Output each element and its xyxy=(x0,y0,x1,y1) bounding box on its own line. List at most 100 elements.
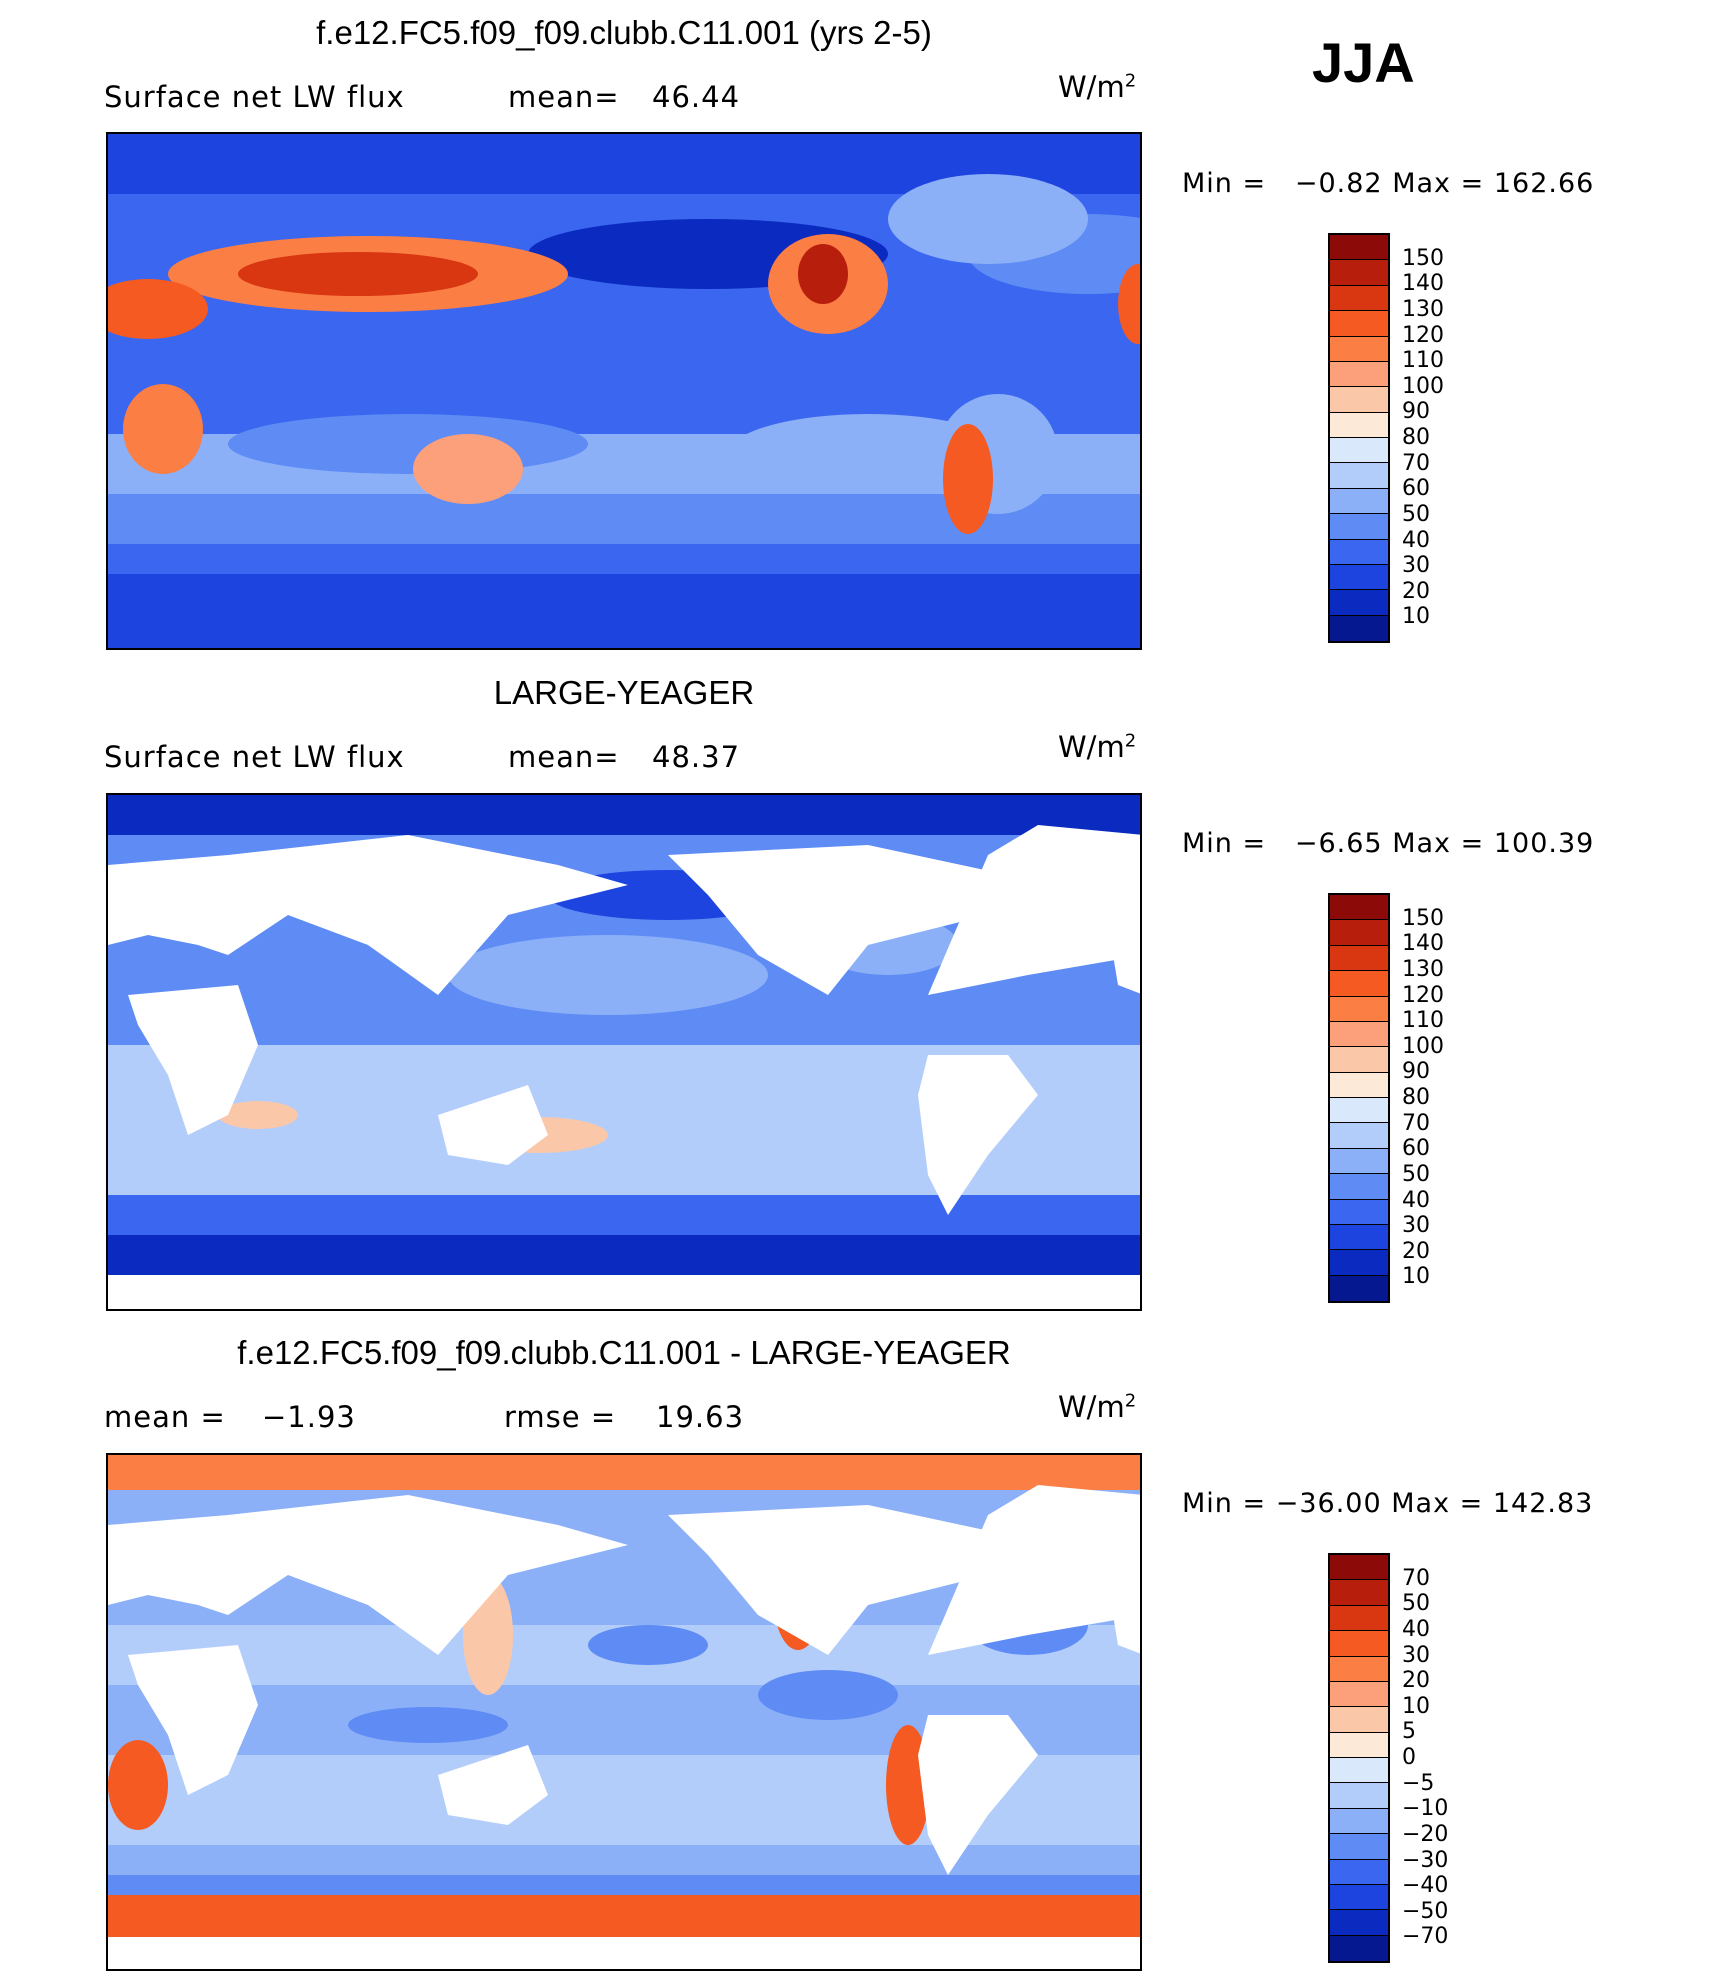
season-label: JJA xyxy=(1312,31,1415,94)
colorbar-swatch xyxy=(1330,514,1388,540)
colorbar-swatch xyxy=(1330,945,1388,972)
colorbar-swatch xyxy=(1330,1732,1388,1758)
max-value: 142.83 xyxy=(1492,1488,1594,1519)
colorbar-tick-label: −10 xyxy=(1402,1796,1449,1822)
max-label: Max xyxy=(1391,1488,1451,1519)
colorbar-tick-label: 20 xyxy=(1402,578,1430,604)
colorbar-swatch xyxy=(1330,1555,1388,1581)
max-label: Max xyxy=(1392,168,1452,199)
colorbar-tick-label: 70 xyxy=(1402,1565,1430,1591)
field-label: Surface net LW flux xyxy=(104,80,405,114)
colorbar-tick-label: −50 xyxy=(1402,1898,1449,1924)
mean-label: mean = xyxy=(104,1400,226,1434)
colorbar-tick-label: 140 xyxy=(1402,931,1444,957)
colorbar-swatch xyxy=(1330,895,1388,921)
colorbar-swatch xyxy=(1330,1808,1388,1835)
colorbar-swatch xyxy=(1330,1047,1388,1073)
colorbar-swatch xyxy=(1330,463,1388,489)
max-value: 100.39 xyxy=(1493,828,1595,859)
colorbar-tick-label: −5 xyxy=(1402,1770,1435,1796)
mean-value: 48.37 xyxy=(652,740,741,774)
map-obs-field xyxy=(108,795,1140,1309)
colorbar-swatch xyxy=(1330,1224,1388,1251)
colorbar-swatch xyxy=(1330,1275,1388,1301)
colorbar-swatch xyxy=(1330,615,1388,641)
colorbar-tick-label: 20 xyxy=(1402,1668,1430,1694)
colorbar-swatch xyxy=(1330,539,1388,565)
min-value: −6.65 xyxy=(1294,828,1383,859)
colorbar-swatch xyxy=(1330,1859,1388,1885)
colorbar-tick-label: 70 xyxy=(1402,450,1430,476)
colorbar-obs xyxy=(1328,893,1390,1303)
field-label: Surface net LW flux xyxy=(104,740,405,774)
colorbar-tick-label: 60 xyxy=(1402,476,1430,502)
min-max-readout: Min = −36.00 Max = 142.83 xyxy=(1182,1488,1594,1519)
colorbar-tick-label: 90 xyxy=(1402,399,1430,425)
panel-title: f.e12.FC5.f09_f09.clubb.C11.001 (yrs 2-5… xyxy=(316,14,932,51)
colorbar-swatch xyxy=(1330,1123,1388,1149)
colorbar-tick-label: 30 xyxy=(1402,553,1430,579)
min-max-readout: Min = −6.65 Max = 100.39 xyxy=(1182,828,1595,859)
colorbar-swatch xyxy=(1330,564,1388,591)
colorbar-swatch xyxy=(1330,996,1388,1022)
map-model-field xyxy=(108,134,1140,648)
colorbar-tick-label: 110 xyxy=(1402,1008,1444,1034)
colorbar-tick-label: 20 xyxy=(1402,1238,1430,1264)
mean-value: 46.44 xyxy=(652,80,741,114)
colorbar-swatch xyxy=(1330,438,1388,464)
colorbar-tick-label: −40 xyxy=(1402,1873,1449,1899)
max-label: Max xyxy=(1392,828,1452,859)
map-diff-field xyxy=(108,1455,1140,1969)
min-label: Min xyxy=(1182,828,1233,859)
colorbar-tick-label: 120 xyxy=(1402,982,1444,1008)
colorbar-swatch xyxy=(1330,1174,1388,1200)
colorbar-tick-label: 30 xyxy=(1402,1213,1430,1239)
colorbar-tick-label: −30 xyxy=(1402,1847,1449,1873)
colorbar-tick-label: 100 xyxy=(1402,1033,1444,1059)
colorbar-swatch xyxy=(1330,1783,1388,1809)
colorbar-swatch xyxy=(1330,311,1388,337)
max-value: 162.66 xyxy=(1493,168,1595,199)
colorbar-swatch xyxy=(1330,1098,1388,1124)
colorbar-swatch xyxy=(1330,971,1388,997)
colorbar-swatch xyxy=(1330,387,1388,413)
colorbar-tick-label: −20 xyxy=(1402,1821,1449,1847)
colorbar-tick-label: 150 xyxy=(1402,905,1444,931)
colorbar-tick-label: 10 xyxy=(1402,1264,1430,1290)
colorbar-swatch xyxy=(1330,361,1388,388)
colorbar-tick-label: 150 xyxy=(1402,245,1444,271)
colorbar-tick-label: 80 xyxy=(1402,1085,1430,1110)
colorbar-swatch xyxy=(1330,336,1388,362)
colorbar-tick-label: 100 xyxy=(1402,373,1444,399)
colorbar-tick-label: 30 xyxy=(1402,1642,1430,1668)
min-label: Min xyxy=(1182,1488,1233,1519)
colorbar-swatch xyxy=(1330,412,1388,438)
colorbar-swatch xyxy=(1330,1707,1388,1733)
colorbar-tick-label: 60 xyxy=(1402,1136,1430,1162)
min-label: Min xyxy=(1182,168,1233,199)
colorbar-tick-label: 130 xyxy=(1402,296,1444,322)
colorbar-swatch xyxy=(1330,1656,1388,1682)
colorbar-swatch xyxy=(1330,1250,1388,1276)
colorbar-tick-label: 120 xyxy=(1402,322,1444,348)
colorbar-tick-label: 10 xyxy=(1402,1693,1430,1719)
map-diff xyxy=(106,1453,1142,1971)
colorbar-tick-label: 80 xyxy=(1402,425,1430,450)
mean-label: mean= xyxy=(508,740,620,774)
colorbar-swatch xyxy=(1330,1758,1388,1784)
colorbar-tick-label: 70 xyxy=(1402,1110,1430,1136)
colorbar-swatch xyxy=(1330,1605,1388,1632)
colorbar-tick-label: 10 xyxy=(1402,604,1430,630)
colorbar-swatch xyxy=(1330,260,1388,286)
map-model xyxy=(106,132,1142,650)
colorbar-swatch xyxy=(1330,1199,1388,1225)
colorbar-swatch xyxy=(1330,1935,1388,1961)
colorbar-tick-label: 5 xyxy=(1402,1719,1416,1745)
colorbar-tick-label: 50 xyxy=(1402,1161,1430,1187)
colorbar-swatch xyxy=(1330,285,1388,312)
colorbar-swatch xyxy=(1330,590,1388,616)
colorbar-swatch xyxy=(1330,920,1388,946)
colorbar-tick-label: −70 xyxy=(1402,1924,1449,1950)
min-value: −36.00 xyxy=(1275,1488,1382,1519)
colorbar-swatch xyxy=(1330,1910,1388,1936)
